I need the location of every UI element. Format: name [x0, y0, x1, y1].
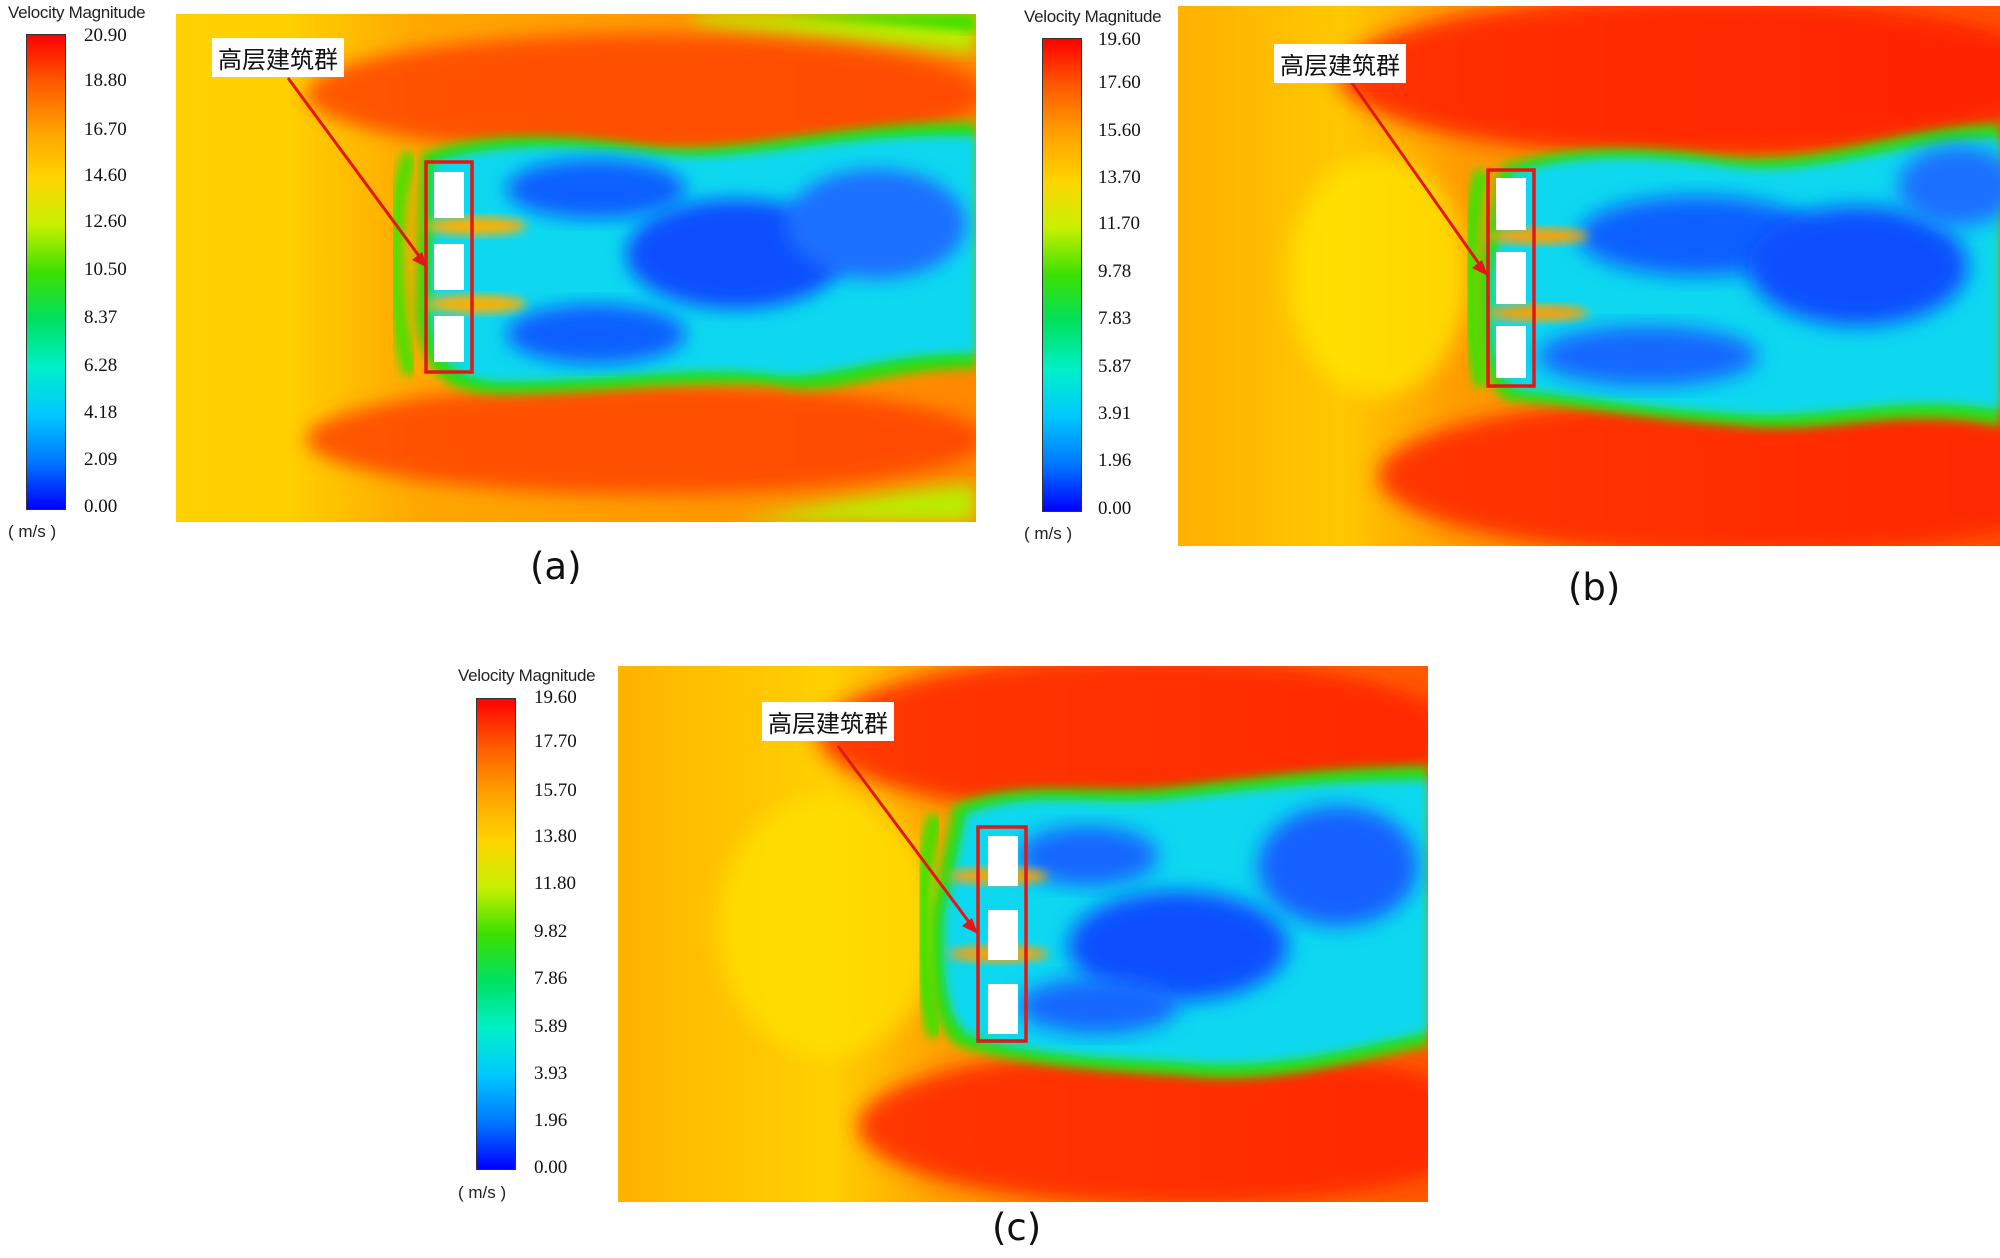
colorbar-tick: 13.70: [1098, 167, 1141, 188]
colorbar-tick: 18.80: [84, 70, 127, 91]
colorbar-tick: 3.93: [534, 1063, 568, 1084]
panel-caption: (a): [530, 545, 582, 588]
velocity-contour-plot: 高层建筑群: [176, 14, 976, 522]
colorbar-tick: 7.83: [1098, 308, 1132, 329]
colorbar-unit: ( m/s ): [458, 1183, 507, 1202]
colorbar-title: Velocity Magnitude: [1024, 7, 1162, 26]
colorbar-tick: 19.60: [534, 687, 577, 708]
colorbar-tick: 13.80: [534, 826, 577, 847]
colorbar-tick: 0.00: [1098, 498, 1132, 519]
colorbar-tick: 9.82: [534, 921, 568, 942]
colorbar-tick: 0.00: [84, 496, 118, 517]
colorbar: [476, 698, 516, 1170]
colorbar-tick: 2.09: [84, 449, 118, 470]
panel-caption: (b): [1568, 566, 1621, 609]
building-group-label: 高层建筑群: [212, 38, 344, 77]
colorbar-unit: ( m/s ): [1024, 524, 1073, 543]
colorbar-tick: 9.78: [1098, 261, 1132, 282]
colorbar-tick: 11.70: [1098, 213, 1141, 234]
colorbar-tick: 12.60: [84, 211, 127, 232]
building-group-label: 高层建筑群: [762, 702, 894, 741]
colorbar-tick: 6.28: [84, 355, 118, 376]
colorbar-tick: 20.90: [84, 25, 127, 46]
colorbar-tick: 17.60: [1098, 72, 1141, 93]
colorbar-tick: 5.89: [534, 1016, 568, 1037]
panel-caption: (c): [992, 1206, 1042, 1249]
colorbar-tick: 15.60: [1098, 120, 1141, 141]
colorbar-tick: 1.96: [1098, 450, 1132, 471]
colorbar-tick: 10.50: [84, 259, 127, 280]
colorbar: [1042, 38, 1082, 512]
colorbar-tick: 0.00: [534, 1157, 568, 1178]
colorbar-tick: 15.70: [534, 780, 577, 801]
colorbar-tick: 1.96: [534, 1110, 568, 1131]
colorbar-tick: 5.87: [1098, 356, 1132, 377]
colorbar-title: Velocity Magnitude: [458, 666, 596, 685]
colorbar-unit: ( m/s ): [8, 522, 57, 541]
colorbar-tick: 14.60: [84, 165, 127, 186]
colorbar-title: Velocity Magnitude: [8, 3, 146, 22]
colorbar-tick: 16.70: [84, 119, 127, 140]
colorbar-tick: 3.91: [1098, 403, 1132, 424]
colorbar-tick: 11.80: [534, 873, 577, 894]
velocity-contour-plot: 高层建筑群: [618, 666, 1428, 1202]
colorbar-tick: 7.86: [534, 968, 568, 989]
colorbar-tick: 19.60: [1098, 29, 1141, 50]
colorbar-tick: 8.37: [84, 307, 118, 328]
velocity-contour-plot: 高层建筑群: [1178, 6, 2000, 546]
building-group-label: 高层建筑群: [1274, 44, 1406, 83]
colorbar-tick: 17.70: [534, 731, 577, 752]
colorbar: [26, 34, 66, 510]
colorbar-tick: 4.18: [84, 402, 118, 423]
